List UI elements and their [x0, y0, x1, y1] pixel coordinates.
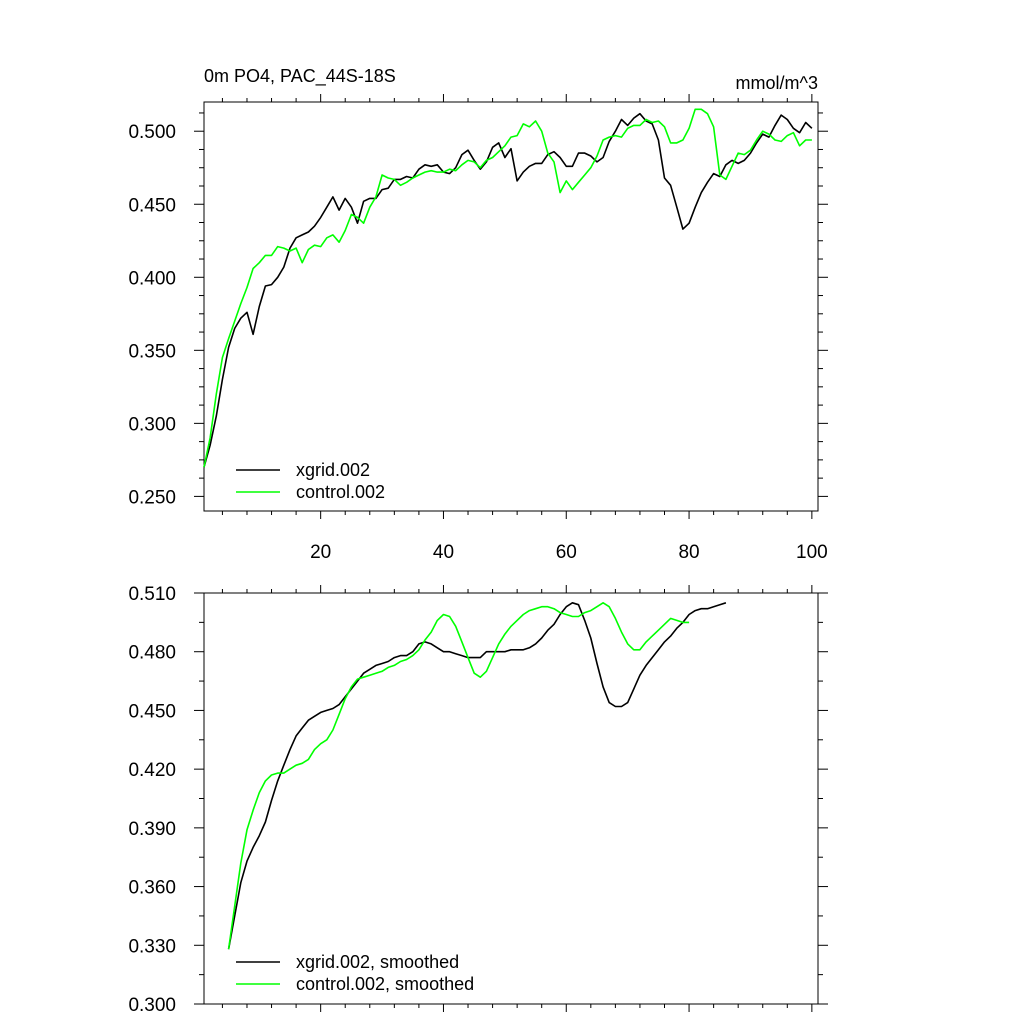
y-tick-label: 0.510	[128, 584, 176, 605]
legend-label: control.002	[296, 482, 385, 502]
x-tick-label: 40	[433, 542, 454, 563]
units-label: mmol/m^3	[736, 73, 818, 93]
legend-label: xgrid.002	[296, 460, 370, 480]
y-tick-label: 0.400	[128, 268, 176, 289]
legend-label: xgrid.002, smoothed	[296, 952, 459, 972]
series-line-control	[227, 602, 690, 950]
y-tick-label: 0.250	[128, 487, 176, 508]
y-tick-label: 0.300	[128, 414, 176, 435]
x-tick-label: 60	[556, 542, 577, 563]
chart-title: 0m PO4, PAC_44S-18S	[204, 66, 396, 87]
series-line-control	[203, 108, 812, 468]
top-panel: 20 40 60 80 100 0.250 0.300 0.350 0.400 0.450 0.50…	[128, 66, 828, 563]
y-tick-label: 0.330	[128, 936, 176, 957]
y-tick-label: 0.480	[128, 643, 176, 664]
y-tick-label: 0.420	[128, 760, 176, 781]
x-tick-label: 100	[796, 542, 828, 563]
x-tick-label: 80	[678, 542, 699, 563]
y-tick-label: 0.360	[128, 878, 176, 899]
plot-frame	[203, 101, 819, 512]
y-tick-label: 0.450	[128, 701, 176, 722]
bottom-panel: 0.300 0.330 0.360 0.390 0.420 0.450 0.480 0.510…	[128, 584, 828, 1016]
series-line-xgrid	[227, 602, 727, 950]
y-tick-label: 0.450	[128, 195, 176, 216]
y-tick-label: 0.500	[128, 122, 176, 143]
y-tick-label: 0.390	[128, 819, 176, 840]
plot-frame	[203, 592, 819, 1005]
y-tick-label: 0.350	[128, 341, 176, 362]
y-tick-label: 0.300	[128, 995, 176, 1016]
legend-label: control.002, smoothed	[296, 974, 474, 994]
series-line-xgrid	[203, 112, 813, 468]
x-tick-label: 20	[310, 542, 331, 563]
